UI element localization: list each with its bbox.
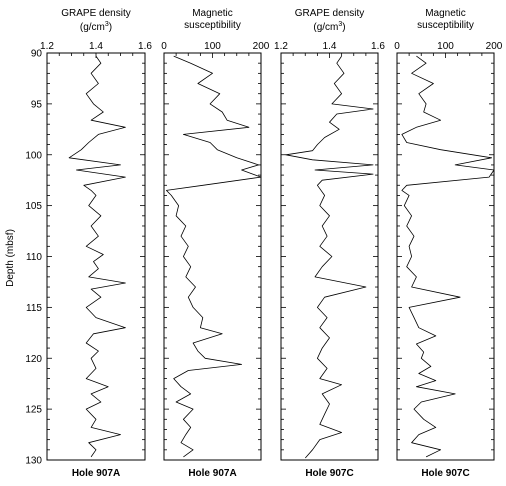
hole-label: Hole 907A: [72, 468, 120, 479]
x-tick-label: 200: [253, 41, 270, 52]
hole-label: Hole 907C: [305, 468, 353, 479]
panel-frame: [163, 52, 262, 461]
y-tick-label: 125: [25, 405, 42, 416]
x-tick-label: 100: [204, 41, 221, 52]
x-tick-label: 1.6: [371, 41, 385, 52]
x-tick-label: 1.4: [89, 41, 103, 52]
y-tick-label: 90: [31, 49, 43, 60]
y-tick-label: 110: [26, 252, 42, 263]
y-tick-label: 105: [25, 201, 42, 212]
panel-frame: [46, 52, 146, 461]
x-tick-label: 0: [394, 41, 400, 52]
panel-title: Magnetic: [192, 8, 233, 19]
panel: 1.2 1.4 1.6 GRAPE density (g/cm3) Hole 907C: [274, 8, 385, 479]
y-tick-label: 130: [25, 456, 42, 467]
y-tick-label: 120: [25, 354, 42, 365]
y-tick-label: 115: [26, 303, 42, 314]
x-tick-label: 0: [161, 41, 167, 52]
panel-title-unit: (g/cm3): [80, 21, 112, 33]
panel-title: GRAPE density: [61, 8, 130, 19]
hole-label: Hole 907C: [421, 468, 469, 479]
y-axis-ticks: 90 95 100 105 110 115 120 125 130: [25, 49, 42, 467]
x-tick-label: 1.4: [323, 41, 337, 52]
y-tick-label: 95: [31, 99, 43, 110]
panel-title: Magnetic: [425, 8, 466, 19]
panel-title-unit: (g/cm3): [313, 21, 345, 33]
y-tick-label: 100: [25, 150, 42, 161]
hole-label: Hole 907A: [188, 468, 236, 479]
panel-title: GRAPE density: [295, 8, 364, 19]
x-tick-label: 1.2: [40, 41, 54, 52]
panel-title: susceptibility: [417, 20, 474, 31]
x-tick-label: 1.6: [138, 41, 152, 52]
data-series-line: [401, 55, 495, 458]
data-series-line: [68, 55, 126, 458]
panel: 1.2 1.4 1.6 GRAPE density (g/cm3) Hole 907A: [40, 8, 152, 479]
panel-frame: [280, 52, 379, 461]
data-series-line: [285, 55, 374, 459]
data-series-line: [165, 55, 262, 458]
panel-title: susceptibility: [184, 20, 241, 31]
x-tick-label: 100: [437, 41, 454, 52]
y-axis-label: Depth (mbsf): [5, 229, 16, 287]
x-tick-label: 1.2: [274, 41, 288, 52]
x-tick-label: 200: [486, 41, 503, 52]
